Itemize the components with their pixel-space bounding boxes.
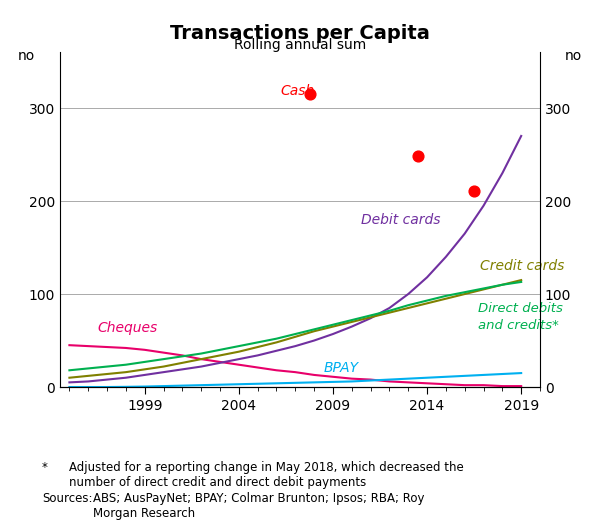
Text: Rolling annual sum: Rolling annual sum [234, 38, 366, 52]
Text: Cash: Cash [280, 84, 314, 98]
Text: Cheques: Cheques [98, 322, 158, 335]
Point [305, 90, 315, 98]
Text: *: * [42, 461, 48, 474]
Text: Credit cards: Credit cards [480, 259, 564, 273]
Text: Sources:: Sources: [42, 492, 92, 505]
Text: ABS; AusPayNet; BPAY; Colmar Brunton; Ipsos; RBA; Roy
Morgan Research: ABS; AusPayNet; BPAY; Colmar Brunton; Ip… [93, 492, 425, 520]
Text: BPAY: BPAY [323, 361, 359, 376]
Y-axis label: no: no [565, 49, 582, 63]
Text: Adjusted for a reporting change in May 2018, which decreased the
number of direc: Adjusted for a reporting change in May 2… [69, 461, 464, 490]
Y-axis label: no: no [18, 49, 35, 63]
Text: Direct debits
and credits*: Direct debits and credits* [478, 302, 563, 332]
Point [469, 187, 479, 195]
Point [413, 152, 422, 161]
Text: Transactions per Capita: Transactions per Capita [170, 24, 430, 42]
Text: Debit cards: Debit cards [361, 213, 440, 226]
